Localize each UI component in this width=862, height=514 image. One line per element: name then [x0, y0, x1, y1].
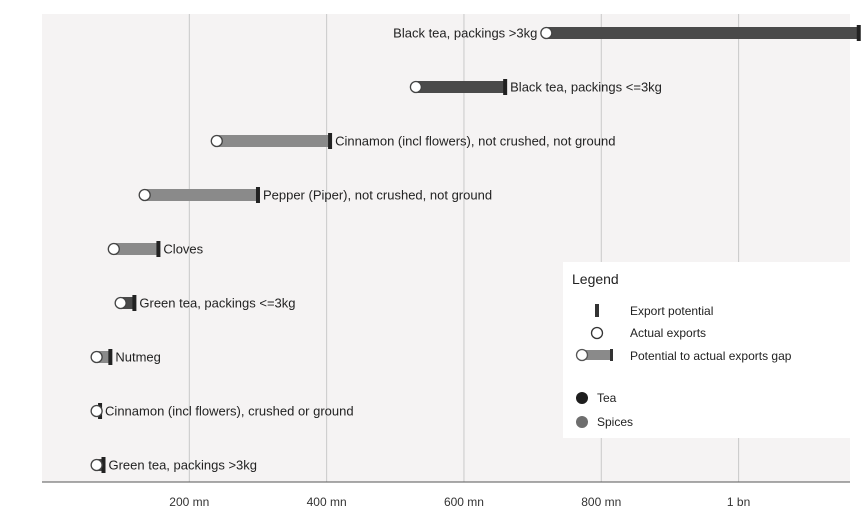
spices-dot-icon — [576, 416, 588, 428]
gap-bar — [144, 189, 258, 201]
actual-exports-marker — [138, 188, 151, 202]
actual-exports-marker — [90, 458, 103, 472]
x-tick-label: 1 bn — [727, 495, 750, 509]
export-potential-marker — [328, 133, 333, 149]
category-label: Green tea, packings >3kg — [108, 458, 257, 473]
bars — [90, 25, 861, 473]
export-potential-marker — [856, 25, 861, 41]
actual-exports-marker — [540, 26, 553, 40]
legend: Legend Export potential Actual exports P… — [563, 262, 850, 438]
category-labels: Black tea, packings >3kg Black tea, packi… — [105, 26, 662, 473]
export-potential-marker — [108, 349, 113, 365]
category-label: Green tea, packings <=3kg — [139, 296, 295, 311]
actual-exports-marker — [114, 296, 127, 310]
export-potential-marker — [156, 241, 161, 257]
x-tick-label: 200 mn — [169, 495, 209, 509]
category-label: Cinnamon (incl flowers), not crushed, no… — [335, 134, 615, 149]
actual-exports-marker — [210, 134, 223, 148]
legend-label-spices: Spices — [597, 415, 633, 429]
actual-exports-marker — [90, 350, 103, 364]
x-tick-label: 600 mn — [444, 495, 484, 509]
category-label: Black tea, packings <=3kg — [510, 80, 662, 95]
actual-exports-marker — [107, 242, 120, 256]
x-axis: 200 mn 400 mn 600 mn 800 mn 1 bn — [42, 481, 850, 509]
gap-bar — [415, 81, 506, 93]
legend-label-gap: Potential to actual exports gap — [630, 349, 792, 363]
export-potential-marker — [132, 295, 137, 311]
gap-icon — [575, 348, 613, 362]
gap-bar — [113, 243, 159, 255]
legend-title: Legend — [572, 271, 619, 287]
category-label: Cinnamon (incl flowers), crushed or grou… — [105, 404, 354, 419]
x-tick-label: 400 mn — [307, 495, 347, 509]
category-label: Nutmeg — [115, 350, 161, 365]
legend-label-actual-exports: Actual exports — [630, 326, 706, 340]
actual-exports-marker — [90, 404, 103, 418]
tea-dot-icon — [576, 392, 588, 404]
category-label: Black tea, packings >3kg — [393, 26, 537, 41]
legend-label-tea: Tea — [597, 391, 617, 405]
gap-bar — [546, 27, 859, 39]
export-potential-marker — [255, 187, 260, 203]
category-label: Cloves — [163, 242, 203, 257]
category-label: Pepper (Piper), not crushed, not ground — [263, 188, 492, 203]
actual-exports-marker — [409, 80, 423, 94]
legend-label-export-potential: Export potential — [630, 304, 713, 318]
actual-exports-icon — [590, 326, 604, 340]
export-potential-marker — [503, 79, 508, 95]
export-potential-icon — [595, 304, 599, 317]
export-potential-marker — [101, 457, 106, 473]
x-tick-label: 800 mn — [581, 495, 621, 509]
gap-bar — [216, 135, 331, 147]
